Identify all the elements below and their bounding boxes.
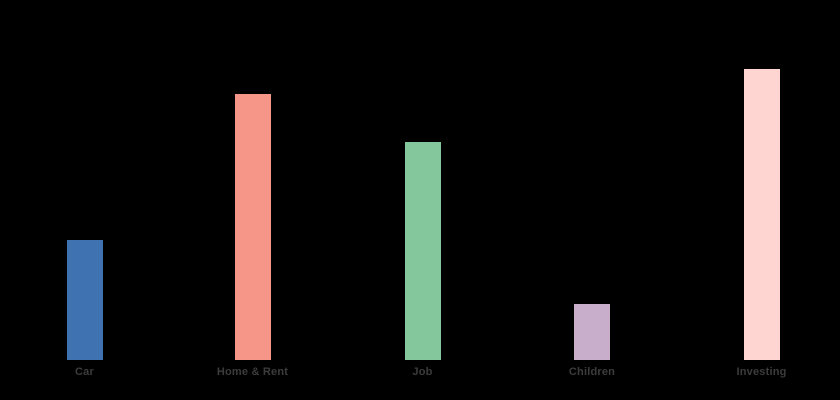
bar-car [66, 240, 103, 360]
x-axis-label-investing: Investing [736, 366, 787, 378]
x-axis-label-home-rent: Home & Rent [216, 366, 289, 378]
bar-investing [743, 69, 780, 360]
x-axis-label-children: Children [568, 366, 616, 378]
x-axis-label-car: Car [75, 366, 94, 378]
x-axis-label-job: Job [412, 366, 433, 378]
bar-children [574, 304, 610, 360]
bar-home-rent [234, 94, 271, 360]
bar-job [404, 142, 441, 360]
